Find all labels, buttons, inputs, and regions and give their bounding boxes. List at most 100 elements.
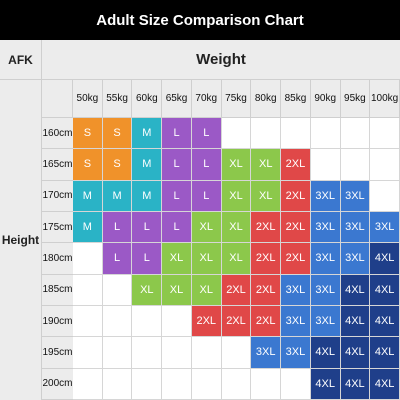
- size-cell: XL: [162, 274, 192, 306]
- size-cell: L: [191, 149, 222, 181]
- empty-cell: [191, 368, 222, 400]
- empty-cell: [73, 243, 103, 275]
- height-label: 160cm: [42, 118, 73, 150]
- weight-header: Weight: [42, 40, 400, 80]
- height-label: 195cm: [42, 337, 73, 369]
- size-cell: XL: [162, 243, 192, 275]
- size-cell: S: [73, 149, 103, 181]
- size-cell: L: [132, 212, 163, 244]
- size-cell: XL: [221, 149, 252, 181]
- size-cell: 2XL: [221, 306, 252, 338]
- height-label: 180cm: [42, 243, 73, 275]
- empty-cell: [281, 368, 311, 400]
- size-cell: 3XL: [281, 306, 311, 338]
- size-cell: XL: [221, 212, 252, 244]
- size-cell: L: [162, 149, 192, 181]
- empty-cell: [132, 337, 163, 369]
- weight-label: 100kg: [370, 80, 400, 118]
- empty-cell: [281, 118, 311, 150]
- empty-cell: [102, 306, 133, 338]
- size-cell: 3XL: [281, 274, 311, 306]
- size-cell: XL: [191, 274, 222, 306]
- size-cell: 2XL: [251, 306, 282, 338]
- chart-title: Adult Size Comparison Chart: [0, 0, 400, 40]
- empty-cell: [102, 337, 133, 369]
- size-cell: 4XL: [340, 306, 371, 338]
- size-cell: S: [73, 118, 103, 150]
- weight-label: 60kg: [132, 80, 163, 118]
- size-cell: 4XL: [310, 368, 341, 400]
- size-cell: M: [132, 149, 163, 181]
- height-label: 185cm: [42, 274, 73, 306]
- empty-cell: [73, 306, 103, 338]
- size-cell: 4XL: [370, 274, 400, 306]
- height-label: 200cm: [42, 368, 73, 400]
- weight-label: 70kg: [191, 80, 222, 118]
- empty-cell: [370, 180, 400, 212]
- weight-label-row: 50kg 55kg 60kg 65kg 70kg 75kg 80kg 85kg 90kg 95kg…: [73, 80, 400, 118]
- size-cell: 3XL: [310, 212, 341, 244]
- size-cell: 3XL: [340, 180, 371, 212]
- size-cell: L: [102, 243, 133, 275]
- size-cell: 4XL: [370, 306, 400, 338]
- size-cell: 2XL: [281, 243, 311, 275]
- empty-cell: [73, 337, 103, 369]
- empty-cell: [370, 118, 400, 150]
- empty-cell: [340, 118, 371, 150]
- size-cell: 2XL: [251, 212, 282, 244]
- size-cell: XL: [191, 243, 222, 275]
- size-cell: XL: [251, 149, 282, 181]
- size-cell: XL: [132, 274, 163, 306]
- empty-cell: [162, 306, 192, 338]
- weight-label: 95kg: [340, 80, 371, 118]
- corner-cell: [42, 80, 73, 118]
- size-cell: 3XL: [251, 337, 282, 369]
- brand-label: AFK: [0, 40, 42, 80]
- size-cell: 3XL: [281, 337, 311, 369]
- size-cell: 3XL: [310, 306, 341, 338]
- size-cell: 2XL: [281, 149, 311, 181]
- size-grid: S S M L L S S M L L XL XL 2XL M M M L L XL XL 2XL 3XL 3XL M L L L X…: [73, 118, 400, 400]
- size-cell: 3XL: [340, 243, 371, 275]
- size-cell: M: [73, 212, 103, 244]
- height-label: 175cm: [42, 212, 73, 244]
- empty-cell: [132, 368, 163, 400]
- empty-cell: [73, 274, 103, 306]
- size-cell: L: [191, 180, 222, 212]
- size-cell: L: [132, 243, 163, 275]
- weight-label: 75kg: [221, 80, 252, 118]
- size-cell: L: [102, 212, 133, 244]
- size-cell: 2XL: [281, 212, 311, 244]
- size-cell: 4XL: [370, 337, 400, 369]
- empty-cell: [221, 368, 252, 400]
- height-label-column: 160cm 165cm 170cm 175cm 180cm 185cm 190cm 195cm…: [42, 118, 73, 400]
- size-cell: 4XL: [340, 274, 371, 306]
- empty-cell: [191, 337, 222, 369]
- size-cell: 3XL: [310, 180, 341, 212]
- size-cell: M: [132, 118, 163, 150]
- empty-cell: [251, 118, 282, 150]
- size-cell: 3XL: [310, 243, 341, 275]
- size-cell: 4XL: [340, 337, 371, 369]
- size-cell: L: [162, 118, 192, 150]
- size-cell: M: [73, 180, 103, 212]
- height-label: 170cm: [42, 180, 73, 212]
- empty-cell: [102, 368, 133, 400]
- empty-cell: [310, 149, 341, 181]
- size-cell: XL: [191, 212, 222, 244]
- size-cell: 4XL: [340, 368, 371, 400]
- empty-cell: [73, 368, 103, 400]
- weight-label: 85kg: [281, 80, 311, 118]
- weight-label: 55kg: [102, 80, 133, 118]
- weight-label: 50kg: [73, 80, 103, 118]
- size-cell: 2XL: [251, 243, 282, 275]
- empty-cell: [102, 274, 133, 306]
- size-cell: 2XL: [281, 180, 311, 212]
- size-cell: S: [102, 118, 133, 150]
- size-cell: M: [132, 180, 163, 212]
- empty-cell: [340, 149, 371, 181]
- size-cell: 2XL: [251, 274, 282, 306]
- size-cell: 3XL: [370, 212, 400, 244]
- height-label: 165cm: [42, 149, 73, 181]
- empty-cell: [221, 337, 252, 369]
